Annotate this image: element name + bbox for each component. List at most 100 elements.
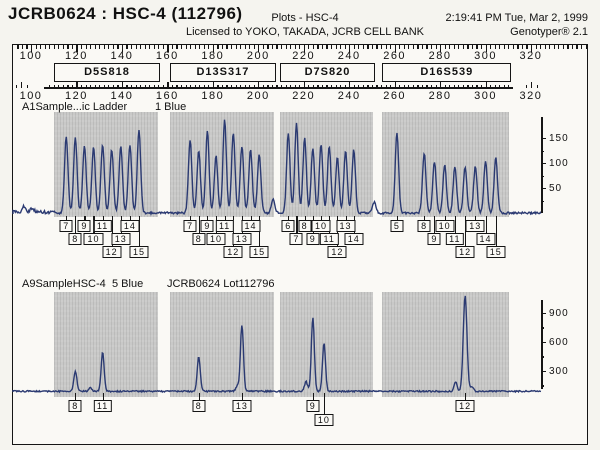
ruler-minor-tick: [526, 45, 528, 49]
ruler2-major-tick: [349, 82, 351, 88]
ruler2-minor-tick: [217, 85, 219, 88]
ruler2-minor-tick: [262, 85, 264, 88]
ruler2-minor-tick: [226, 85, 228, 88]
allele-leader: [102, 393, 104, 401]
ruler2-minor-tick: [417, 85, 419, 88]
y-axis-major-tick: [541, 163, 546, 165]
app-version: Genotyper® 2.1: [510, 26, 588, 38]
ruler-minor-tick: [544, 45, 546, 49]
ruler2-major-tick: [485, 82, 487, 88]
ruler-minor-tick: [85, 45, 87, 49]
allele-leader: [233, 216, 235, 247]
ruler-minor-tick: [235, 45, 237, 49]
ruler2-minor-tick: [144, 85, 146, 88]
ruler2-minor-tick: [421, 85, 424, 88]
ruler-minor-tick: [321, 45, 324, 49]
ruler2-minor-tick: [280, 85, 283, 88]
allele-leader: [111, 216, 113, 247]
allele-leader: [345, 216, 347, 221]
ruler2-minor-tick: [335, 85, 337, 88]
ruler-minor-tick: [44, 45, 46, 49]
ruler-minor-tick: [58, 45, 60, 49]
ruler2-minor-tick: [253, 85, 255, 88]
ruler-major-tick: [31, 45, 33, 52]
allele-call-d13s317-13: 13: [232, 400, 252, 412]
ruler2-minor-tick: [285, 85, 287, 88]
ruler2-minor-tick: [171, 85, 174, 88]
ruler2-minor-tick: [353, 85, 355, 88]
ruler-major-tick: [485, 45, 487, 52]
ruler-minor-tick: [71, 45, 74, 49]
panel-label: A1Sample...ic Ladder 1 Blue: [22, 101, 186, 113]
ruler2-minor-tick: [94, 85, 96, 88]
ruler-minor-tick: [171, 45, 174, 49]
print-timestamp: 2:19:41 PM Tue, Mar 2, 1999: [445, 12, 588, 24]
ruler2-minor-tick: [230, 85, 233, 88]
ruler2-minor-tick: [371, 85, 374, 88]
allele-call-d5s818-7: 7: [59, 220, 73, 232]
ruler2-minor-tick: [317, 85, 319, 88]
ruler-minor-tick: [276, 45, 278, 49]
ruler2-minor-tick: [367, 85, 369, 88]
ruler2-minor-tick: [503, 85, 505, 88]
ruler2-edge-tick: [536, 85, 538, 88]
y-axis: [541, 117, 543, 213]
ruler-minor-tick: [135, 45, 137, 49]
ruler-minor-tick: [362, 45, 364, 49]
ruler-minor-tick: [471, 45, 474, 49]
y-axis-label: 100: [549, 158, 569, 169]
allele-call-d7s820-10: 10: [314, 414, 334, 426]
allele-call-d16s539-15: 15: [486, 246, 506, 258]
ruler2-minor-tick: [494, 85, 496, 88]
ruler2-minor-tick: [376, 85, 378, 88]
allele-call-d5s818-11: 11: [93, 220, 112, 232]
lot-label: JCRB0624 Lot112796: [167, 278, 275, 290]
ruler2-minor-tick: [235, 85, 237, 88]
y-axis-major-tick: [541, 341, 546, 344]
ruler-minor-tick: [126, 45, 128, 49]
ruler-label: 300: [474, 50, 497, 62]
allele-call-d7s820-9: 9: [306, 400, 320, 412]
ruler-minor-tick: [208, 45, 210, 49]
ruler2-minor-tick: [480, 85, 483, 88]
allele-call-d16s539-10: 10: [435, 220, 455, 232]
allele-leader: [485, 216, 487, 234]
ruler-minor-tick: [340, 45, 342, 49]
ruler-minor-tick: [421, 45, 424, 49]
allele-call-d13s317-8: 8: [192, 400, 206, 412]
ruler2-minor-tick: [85, 85, 87, 88]
ruler2-minor-tick: [299, 85, 301, 88]
ruler-major-tick: [167, 45, 169, 52]
y-axis-label: 600: [549, 336, 569, 348]
allele-call-d16s539-14: 14: [476, 233, 496, 245]
ruler-minor-tick: [426, 45, 428, 49]
ruler-minor-tick: [35, 45, 37, 49]
ruler2-minor-tick: [108, 85, 110, 88]
ruler2-minor-tick: [340, 85, 342, 88]
ruler-label: 120: [65, 50, 88, 62]
allele-call-d13s317-15: 15: [249, 246, 269, 258]
ruler2-minor-tick: [403, 85, 405, 88]
ruler-minor-tick: [249, 45, 251, 49]
allele-leader: [66, 216, 68, 221]
ruler2-minor-tick: [490, 85, 492, 88]
allele-leader: [190, 216, 192, 221]
ruler-major-tick: [440, 45, 442, 52]
ruler2-major-tick: [440, 82, 442, 88]
allele-leader: [138, 216, 141, 247]
ruler2-minor-tick: [112, 85, 114, 88]
allele-leader: [241, 393, 243, 401]
y-axis-label: 150: [549, 133, 569, 144]
ruler2-minor-tick: [53, 85, 55, 88]
allele-leader: [129, 216, 131, 221]
ruler2-minor-tick: [390, 85, 392, 88]
ruler2-minor-tick: [71, 85, 74, 88]
ruler-minor-tick: [21, 45, 24, 49]
y-axis-major-tick: [541, 312, 546, 315]
ruler2-minor-tick: [240, 85, 242, 88]
ruler2-major-tick: [394, 82, 396, 88]
ruler2-label: 320: [519, 90, 543, 102]
ruler2-label: 200: [246, 90, 270, 102]
allele-leader: [396, 216, 398, 221]
